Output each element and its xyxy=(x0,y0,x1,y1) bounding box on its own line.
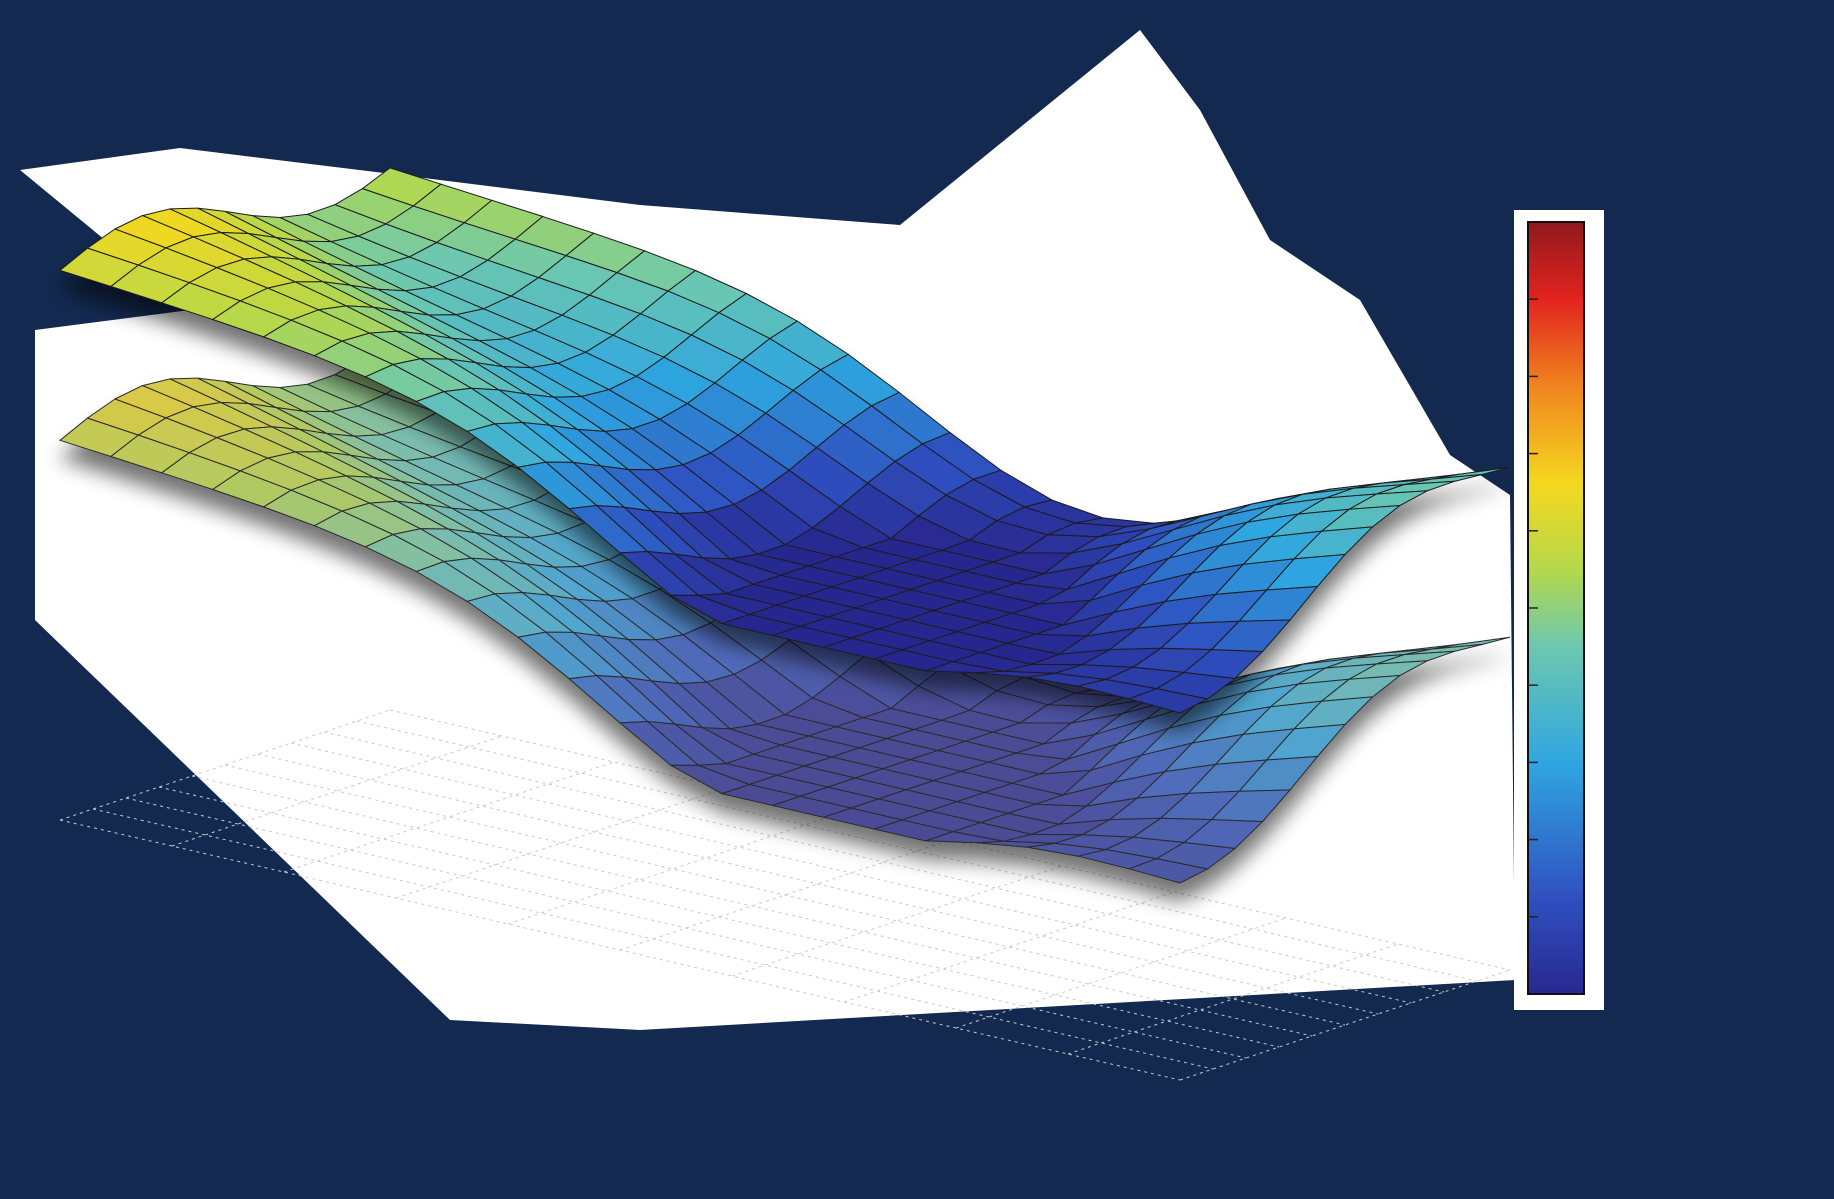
surface-upper xyxy=(58,167,1511,714)
floor-gridline xyxy=(731,865,1063,977)
floor-gridline xyxy=(1179,969,1511,1081)
floor-gridline xyxy=(257,753,1379,1015)
surface-cell xyxy=(1127,688,1210,714)
floor-gridline xyxy=(323,731,1445,993)
floor-gridline xyxy=(125,797,1247,1059)
floor-gridline xyxy=(171,735,503,847)
floor-gridline xyxy=(1067,943,1399,1055)
floor-gridline xyxy=(283,761,615,873)
floor-gridline xyxy=(955,917,1287,1029)
floor-gridline xyxy=(290,742,1412,1004)
floor-gridline xyxy=(395,787,727,899)
colorbar xyxy=(1514,210,1604,1010)
floor-gridline xyxy=(507,813,839,925)
floor-gridline xyxy=(191,775,1313,1037)
floor-gridline xyxy=(92,808,1214,1070)
floor-gridline xyxy=(843,891,1175,1003)
floor-gridline xyxy=(59,709,391,821)
plot-floor xyxy=(59,709,1511,1081)
floor-gridline xyxy=(619,839,951,951)
floor-gridline xyxy=(224,764,1346,1026)
surface-cell xyxy=(1127,858,1210,884)
floor-gridline xyxy=(158,786,1280,1048)
floor-gridline xyxy=(356,720,1478,982)
